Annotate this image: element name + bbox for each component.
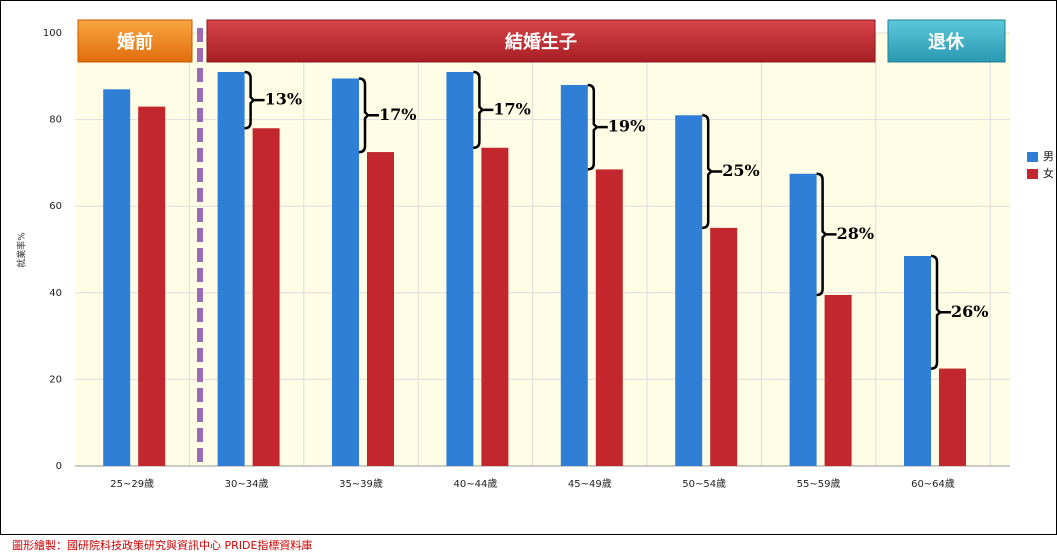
gap-label: 13% — [265, 90, 302, 109]
x-tick-label: 25~29歲 — [110, 477, 154, 490]
legend-label: 男 — [1043, 150, 1054, 163]
bar — [138, 106, 166, 467]
bar — [789, 173, 817, 466]
plot-area — [75, 33, 1010, 466]
x-tick-label: 45~49歲 — [568, 477, 612, 490]
y-tick-label: 0 — [56, 461, 62, 472]
bar — [904, 255, 931, 466]
stage-label: 婚前 — [117, 31, 153, 53]
x-tick-label: 50~54歲 — [682, 477, 726, 490]
bar — [560, 84, 588, 467]
bar — [481, 147, 509, 466]
bar — [217, 71, 245, 466]
gap-bracket — [702, 114, 723, 230]
bar — [595, 169, 623, 466]
stage-label: 退休 — [928, 31, 965, 53]
stage-banner — [77, 19, 193, 63]
bar — [446, 71, 474, 466]
gap-bracket — [587, 83, 608, 171]
stage-banner — [887, 19, 1006, 63]
bar — [710, 227, 738, 466]
gap-label: 26% — [951, 302, 988, 321]
bar — [252, 128, 280, 466]
source-note: 圖形繪製：國研院科技政策研究與資訊中心 PRIDE指標資料庫 — [12, 538, 312, 552]
stage-label: 結婚生子 — [505, 31, 577, 53]
gap-label: 17% — [493, 99, 530, 118]
legend-swatch — [1027, 152, 1038, 162]
x-tick-label: 35~39歲 — [339, 477, 383, 490]
y-tick-label: 60 — [49, 201, 62, 212]
gap-bracket — [473, 70, 494, 149]
bar — [824, 294, 852, 466]
gap-label: 19% — [608, 117, 645, 136]
gap-bracket — [816, 172, 837, 297]
y-tick-label: 80 — [49, 115, 62, 126]
gap-bracket — [930, 254, 951, 370]
y-axis-label: 就業率% — [16, 232, 28, 268]
gap-label: 28% — [837, 224, 874, 243]
bar — [103, 89, 131, 466]
legend-swatch — [1027, 169, 1038, 179]
x-tick-label: 55~59歲 — [797, 477, 841, 490]
gap-bracket — [358, 77, 379, 154]
x-tick-label: 30~34歲 — [225, 477, 269, 490]
y-tick-label: 100 — [43, 28, 62, 39]
gap-label: 25% — [722, 161, 759, 180]
gap-bracket — [244, 70, 265, 130]
gap-label: 17% — [379, 105, 416, 124]
bar — [675, 115, 703, 467]
legend-label: 女 — [1043, 166, 1054, 180]
bar — [367, 152, 394, 466]
bar — [939, 368, 966, 466]
y-tick-label: 20 — [49, 374, 62, 385]
x-tick-label: 40~44歲 — [453, 477, 497, 490]
x-tick-label: 60~64歲 — [911, 477, 955, 490]
y-tick-label: 40 — [49, 288, 62, 299]
stage-banner — [206, 19, 876, 63]
bar — [332, 78, 359, 466]
